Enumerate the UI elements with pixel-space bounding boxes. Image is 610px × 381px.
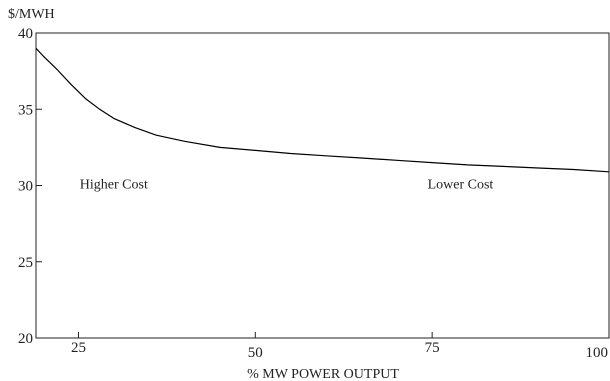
- y-tick-label: 40: [18, 26, 33, 42]
- y-tick-label: 25: [18, 255, 33, 271]
- annotations: Higher Cost Lower Cost: [80, 178, 494, 193]
- annotation-label: Lower Cost: [428, 178, 494, 193]
- series-layer: [35, 47, 610, 173]
- cost-curve-line: [35, 47, 610, 173]
- annotation-label: Higher Cost: [80, 178, 148, 193]
- x-axis-title: % MW POWER OUTPUT: [247, 367, 399, 381]
- y-tick-label: 35: [18, 102, 33, 118]
- y-tick-label: 30: [18, 179, 33, 195]
- x-tick-label: 25: [71, 340, 86, 356]
- y-axis-title: $/MWH: [8, 7, 55, 22]
- x-tick-label: 100: [586, 345, 609, 361]
- x-tick-label: 50: [248, 345, 263, 361]
- axes: [35, 32, 610, 339]
- x-tick-label: 75: [425, 340, 440, 356]
- y-tick-label: 20: [18, 331, 33, 347]
- tick-labels: 20 25 30 35 40 25 50 75 100: [18, 26, 608, 361]
